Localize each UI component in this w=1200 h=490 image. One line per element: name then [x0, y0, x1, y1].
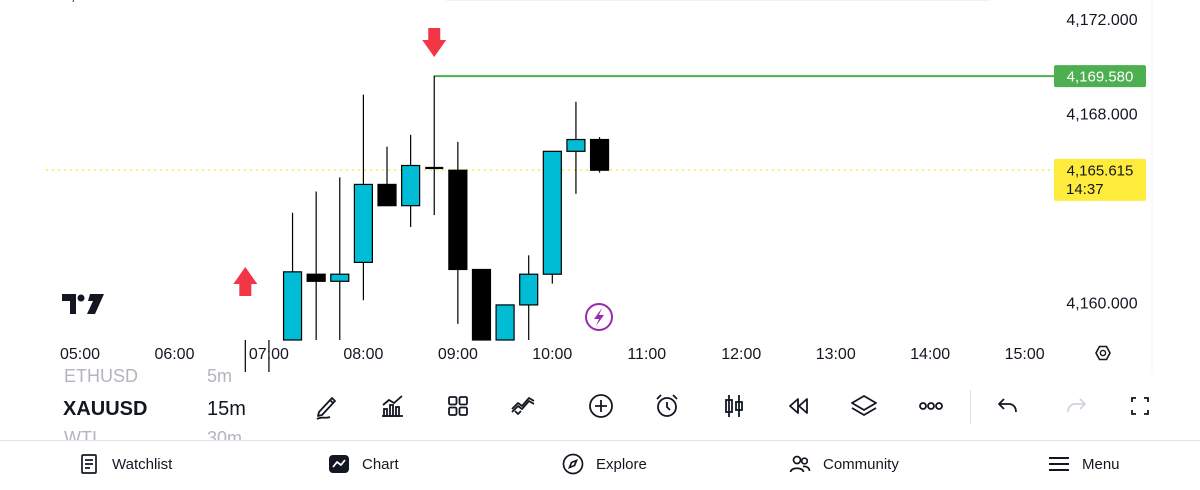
alarm-icon[interactable] — [649, 388, 685, 424]
undo-icon[interactable] — [990, 388, 1026, 424]
candle-body[interactable] — [471, 268, 492, 341]
candle-doji[interactable] — [425, 166, 444, 170]
nav-community-label: Community — [823, 455, 899, 473]
level-upper-badge-text: 4,169.580 — [1067, 69, 1134, 86]
replay-icon[interactable] — [780, 388, 816, 424]
time-axis-label: 11:00 — [627, 346, 666, 363]
level-upper-badge — [1054, 65, 1146, 88]
nav-community[interactable]: Community — [789, 453, 899, 475]
logo-part — [62, 294, 76, 314]
tradingview-logo — [62, 294, 104, 314]
nav-explore-label: Explore — [596, 455, 647, 473]
time-axis-label: 13:00 — [816, 346, 856, 363]
interval-button[interactable]: 15m — [207, 398, 246, 420]
symbol-button[interactable]: XAUUSD — [63, 398, 148, 420]
more-icon[interactable] — [913, 388, 949, 424]
candle-body[interactable] — [401, 164, 421, 207]
current-price-badge — [1054, 158, 1146, 201]
bar-countdown-text: 14:37 — [1066, 181, 1104, 198]
current-price-text: 4,165.615 — [1067, 162, 1134, 179]
candle-body[interactable] — [495, 304, 515, 341]
templates-icon[interactable] — [505, 388, 541, 424]
sell-arrow-icon — [422, 28, 447, 57]
interval-5m[interactable]: 5m — [207, 366, 233, 386]
nav-watchlist[interactable]: Watchlist — [78, 453, 172, 475]
compass-icon — [562, 453, 584, 475]
nav-explore[interactable]: Explore — [562, 453, 647, 475]
candle-body[interactable] — [566, 138, 586, 152]
nav-watchlist-label: Watchlist — [112, 455, 173, 473]
settings-icon-center — [1099, 349, 1107, 357]
candle-body[interactable] — [282, 271, 303, 341]
price-axis-label: 4,168.000 — [1066, 107, 1137, 124]
grid-icon[interactable] — [440, 388, 476, 424]
candle-body[interactable] — [448, 169, 468, 271]
time-axis-label: 09:00 — [438, 346, 478, 363]
chart-area[interactable]: 4,166.8184,172.0004,168.0004,160.0004,15… — [0, 0, 1200, 372]
settings-icon[interactable] — [1095, 345, 1111, 361]
nav-menu-label: Menu — [1082, 455, 1120, 473]
lightning-bolt-icon — [594, 308, 604, 326]
fullscreen-icon[interactable] — [1122, 388, 1158, 424]
indicators-icon[interactable] — [374, 388, 410, 424]
nav-chart-label: Chart — [362, 455, 399, 473]
candle-body[interactable] — [519, 273, 539, 306]
time-axis-label: 12:00 — [721, 346, 761, 363]
time-axis-label: 15:00 — [1005, 346, 1045, 363]
time-axis-label: 14:00 — [910, 346, 950, 363]
layers-icon[interactable] — [846, 388, 882, 424]
nav-chart[interactable]: Chart — [328, 453, 399, 475]
candle-body[interactable] — [353, 183, 373, 263]
logo-dot — [77, 294, 85, 302]
buy-arrow-icon — [233, 267, 258, 296]
price-axis-label: 4,160.000 — [1066, 296, 1137, 313]
candle-body[interactable] — [377, 183, 397, 207]
chart-toolbar: ETHUSD 5m XAUUSD 15m WTI 30m — [0, 366, 1200, 448]
candle-body[interactable] — [542, 150, 562, 275]
pencil-icon[interactable] — [309, 388, 345, 424]
logo-part — [87, 294, 104, 314]
candles-icon[interactable] — [716, 388, 752, 424]
time-axis-label: 10:00 — [532, 346, 572, 363]
time-axis-label: 08:00 — [343, 346, 383, 363]
menu-icon — [1049, 457, 1069, 471]
bottom-navigation: Watchlist Chart Explore Community Menu — [0, 440, 1200, 490]
time-axis-label: 06:00 — [154, 346, 194, 363]
chart-canvas[interactable]: 4,166.8184,172.0004,168.0004,160.0004,15… — [0, 0, 1200, 372]
price-axis-label: 4,172.000 — [1066, 12, 1137, 29]
candle-body[interactable] — [306, 273, 326, 282]
candle-body[interactable] — [330, 273, 350, 282]
add-icon[interactable] — [583, 388, 619, 424]
redo-icon[interactable] — [1058, 388, 1094, 424]
candle-body[interactable] — [589, 138, 610, 171]
cutoff-price-label: 4,166.818 — [62, 0, 133, 4]
chart-icon — [329, 455, 349, 473]
watchlist-icon — [81, 454, 97, 474]
time-axis-label: 05:00 — [60, 346, 100, 363]
nav-menu[interactable]: Menu — [1048, 453, 1120, 475]
symbol-ethusd[interactable]: ETHUSD — [64, 366, 139, 386]
toolbar-divider — [970, 390, 971, 424]
community-icon — [789, 455, 811, 473]
time-axis-label: 07:00 — [249, 346, 289, 363]
